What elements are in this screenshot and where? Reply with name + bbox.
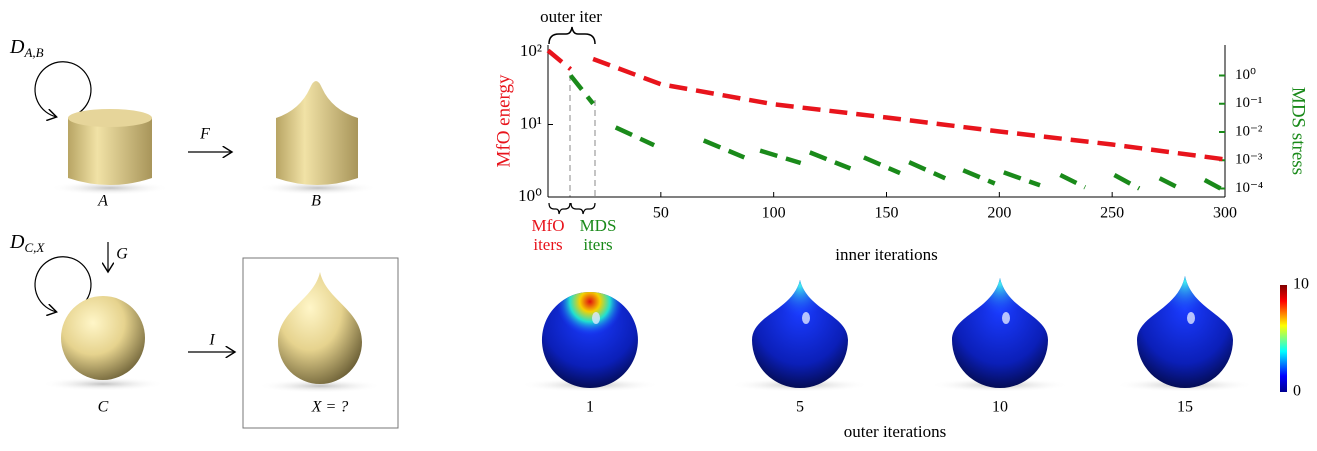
cylinder-top <box>68 109 152 127</box>
arrow-label: I <box>208 332 215 349</box>
brace <box>549 27 595 44</box>
y2-tick-label: 10⁰ <box>1235 67 1256 83</box>
annotation: iters <box>583 235 612 254</box>
annotation: outer iter <box>540 7 602 26</box>
highlight <box>802 312 810 324</box>
highlight <box>592 312 600 324</box>
x-tick-label: 150 <box>875 205 899 222</box>
colorbar-label: 0 <box>1293 383 1301 400</box>
sequence-label: 5 <box>796 399 804 416</box>
y2-tick-label: 10⁻¹ <box>1235 95 1262 111</box>
y2-tick-label: 10⁻⁴ <box>1235 180 1263 196</box>
colorbar-label: 10 <box>1293 276 1309 293</box>
diagram: DA,B A F B DC,X G C I X = ? <box>9 36 398 428</box>
arrow-label: F <box>199 126 210 143</box>
annotation: MDS <box>580 216 617 235</box>
loop-label: DA,B <box>9 36 44 60</box>
heat-overlay <box>752 280 848 388</box>
sequence-label: 10 <box>992 399 1008 416</box>
highlight <box>1002 312 1010 324</box>
heat-overlay <box>1137 276 1233 388</box>
node-label: A <box>97 193 108 210</box>
y-axis-label: MfO energy <box>493 74 514 168</box>
annotation: iters <box>533 235 562 254</box>
x-tick-label: 250 <box>1100 205 1124 222</box>
y2-tick-label: 10⁻³ <box>1235 152 1263 168</box>
brace <box>549 203 570 214</box>
colorbar <box>1280 285 1287 392</box>
cylinder-a <box>68 118 152 185</box>
y-tick-label: 10² <box>520 41 542 60</box>
y-tick-label: 10¹ <box>520 113 542 132</box>
highlight <box>1187 312 1195 324</box>
arrow-label: G <box>116 246 128 263</box>
series-line <box>571 76 1221 189</box>
shape-b <box>276 81 358 185</box>
loop-label: DC,X <box>9 231 45 255</box>
loop-arrow <box>31 57 95 120</box>
x-tick-label: 100 <box>762 205 786 222</box>
figure: DA,B A F B DC,X G C I X = ? outer iter M… <box>0 0 1317 451</box>
sequence-axis-label: outer iterations <box>844 422 946 441</box>
heat-overlay <box>952 278 1048 388</box>
x-axis-label: inner iterations <box>835 245 937 264</box>
brace <box>571 203 595 214</box>
heat-overlay <box>542 292 638 388</box>
shape-x <box>278 272 362 384</box>
node-label: B <box>311 193 321 210</box>
y2-tick-label: 10⁻² <box>1235 123 1263 139</box>
x-tick-label: 50 <box>653 205 669 222</box>
annotation: MfO <box>531 216 564 235</box>
node-label: C <box>98 399 109 416</box>
node-label: X = ? <box>311 399 349 416</box>
x-tick-label: 300 <box>1213 205 1237 222</box>
y-tick-label: 10⁰ <box>518 186 542 205</box>
sequence-label: 1 <box>586 399 594 416</box>
sequence-label: 15 <box>1177 399 1193 416</box>
sphere-c <box>61 296 145 380</box>
x-tick-label: 200 <box>987 205 1011 222</box>
y2-axis-label: MDS stress <box>1288 87 1309 175</box>
